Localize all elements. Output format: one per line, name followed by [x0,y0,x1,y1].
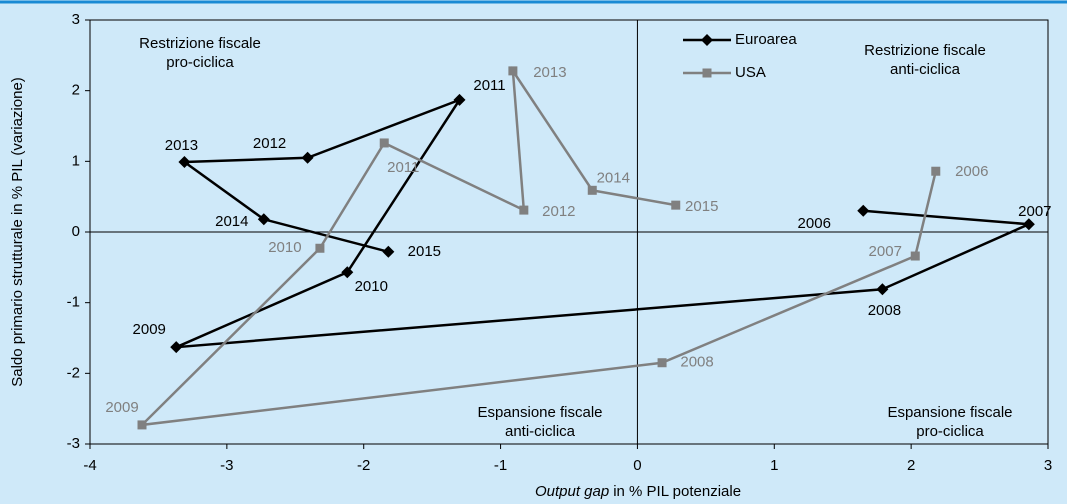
point-label: 2007 [1018,203,1051,220]
point [876,283,889,296]
legend-marker [701,34,713,46]
x-tick-label: -1 [494,457,507,474]
point [657,358,667,368]
quadrant-annotation: Restrizione fiscale [139,35,261,52]
point-label: 2006 [798,215,831,232]
point [587,185,597,195]
point [341,266,354,279]
y-axis-label: Saldo primario strutturale in % PIL (var… [9,77,26,387]
point [671,200,681,210]
quadrant-annotation: anti-ciclica [505,423,576,440]
series-line [138,66,937,427]
point [519,205,529,215]
point-label: 2010 [355,278,388,295]
quadrant-annotation: anti-ciclica [890,61,961,78]
x-tick-label: -3 [220,457,233,474]
x-tick-label: 2 [907,457,915,474]
point-label: 2009 [133,321,166,338]
quadrant-annotation: pro-ciclica [916,423,984,440]
x-axis-label-italic: Output gap [535,483,609,500]
point-label: 2014 [597,169,630,186]
point [508,66,518,76]
point-label: 2015 [408,243,441,260]
x-tick-label: 1 [770,457,778,474]
point [931,166,941,176]
point-label: 2010 [268,239,301,256]
point-label: 2009 [105,399,138,416]
x-axis-label-rest: in % PIL potenziale [613,483,741,500]
y-tick-label: -3 [67,435,80,452]
point [315,243,325,253]
legend-marker [702,68,712,78]
x-tick-label: 0 [633,457,641,474]
y-tick-label: 1 [72,152,80,169]
point-label: 2015 [685,198,718,215]
point-label: 2006 [955,163,988,180]
point-label: 2013 [165,137,198,154]
point [257,213,270,226]
legend-label: Euroarea [735,31,797,48]
quadrant-annotation: Espansione fiscale [477,404,602,421]
point [453,93,466,106]
x-tick-label: -2 [357,457,370,474]
y-tick-label: 3 [72,11,80,28]
point [178,156,191,169]
y-tick-label: -2 [67,364,80,381]
point-label: 2008 [868,302,901,319]
quadrant-annotation: pro-ciclica [166,54,234,71]
point-label: 2012 [542,203,575,220]
x-tick-label: 3 [1044,457,1052,474]
point [137,420,147,430]
point-label: 2007 [869,243,902,260]
point-label: 2011 [473,77,505,94]
point [1022,218,1035,231]
x-tick-label: -4 [83,457,96,474]
y-tick-label: 0 [72,223,80,240]
point [910,251,920,261]
point-label: 2012 [253,135,286,152]
point-label: 2008 [680,354,713,371]
point [379,138,389,148]
point [382,245,395,258]
y-tick-label: -1 [67,294,80,311]
point-label: 2013 [533,64,566,81]
legend-label: USA [735,64,766,81]
point [170,341,183,354]
x-axis-label: Output gap in % PIL potenziale [535,483,741,500]
point-label: 2014 [215,213,248,230]
point-label: 2011 [387,159,419,176]
quadrant-annotation: Espansione fiscale [887,404,1012,421]
quadrant-annotation: Restrizione fiscale [864,42,986,59]
y-tick-label: 2 [72,82,80,99]
point [857,204,870,217]
series-line [175,97,1030,349]
point [301,151,314,164]
